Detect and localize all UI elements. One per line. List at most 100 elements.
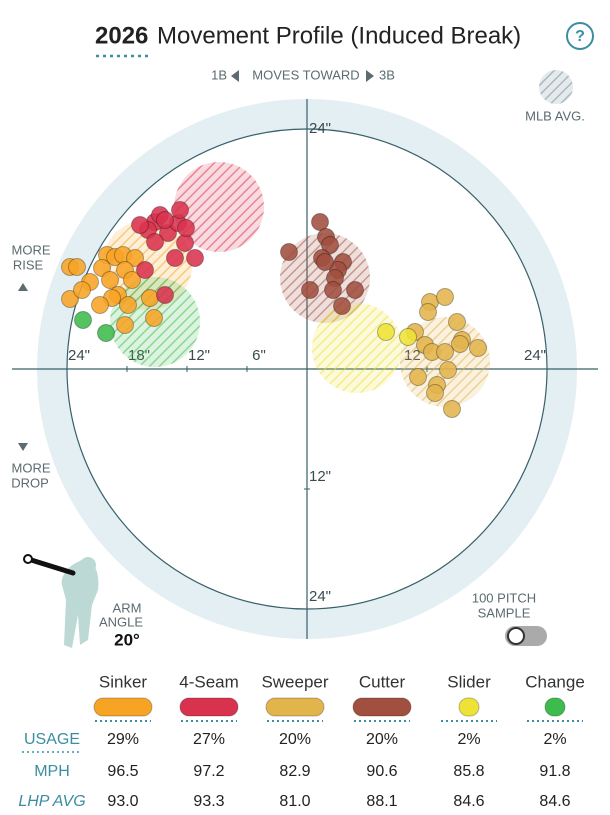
arrow-right	[366, 70, 374, 82]
y-tick-label: 24"	[309, 120, 331, 137]
help-icon[interactable]: ?	[575, 28, 585, 45]
cell: 27%	[193, 731, 225, 748]
mlb-average	[312, 303, 402, 393]
pitch-point	[311, 213, 329, 231]
pitch-name: Slider	[447, 672, 491, 691]
pitch-point	[166, 249, 184, 267]
pitch-point	[145, 309, 163, 327]
legend-swatch	[539, 70, 573, 104]
direction-right: 3B	[379, 67, 395, 82]
pitch-point	[186, 249, 204, 267]
sample-label: SAMPLE	[478, 605, 531, 620]
x-tick-label: 12"	[188, 347, 210, 364]
cell: 82.9	[279, 763, 310, 780]
pitch-point	[321, 236, 339, 254]
pitch-swatch	[93, 697, 153, 717]
cell: 91.8	[539, 763, 570, 780]
y-tick-label: 24"	[309, 588, 331, 605]
cell: 88.1	[366, 793, 397, 810]
cell: 96.5	[107, 763, 138, 780]
sample-toggle[interactable]	[505, 626, 547, 646]
arm-label: ARM	[113, 600, 142, 615]
cell: 84.6	[453, 793, 484, 810]
cell: 90.6	[366, 763, 397, 780]
pitch-name: 4-Seam	[179, 672, 239, 691]
arm-angle-value: 20°	[114, 630, 140, 649]
pitch-point	[141, 289, 159, 307]
pitch-point	[436, 288, 454, 306]
pitch-point	[451, 335, 469, 353]
pitch-name: Change	[525, 672, 585, 691]
pitch-point	[131, 216, 149, 234]
pitch-point	[333, 297, 351, 315]
cell: 93.0	[107, 793, 138, 810]
x-tick-label: 24"	[524, 347, 546, 364]
pitch-point	[301, 281, 319, 299]
pitch-point	[346, 281, 364, 299]
pitch-point	[136, 261, 154, 279]
pitch-name: Sinker	[99, 672, 148, 691]
pitch-swatch	[544, 697, 566, 717]
pitch-point	[177, 219, 195, 237]
pitch-point	[443, 400, 461, 418]
pitch-name: Cutter	[359, 672, 406, 691]
cell: 2%	[457, 731, 480, 748]
pitch-swatch	[352, 697, 412, 717]
pitch-point	[171, 201, 189, 219]
pitch-point	[436, 343, 454, 361]
pitch-point	[97, 324, 115, 342]
pitch-swatch	[458, 697, 480, 717]
x-tick-label: 24"	[68, 347, 90, 364]
pitch-point	[469, 339, 487, 357]
cell: 85.8	[453, 763, 484, 780]
arrow-left	[231, 70, 239, 82]
pitch-point	[146, 233, 164, 251]
table: Sinker 4-Seam Sweeper Cutter Slider Change USA…	[18, 672, 584, 810]
pitch-point	[68, 258, 86, 276]
pitch-point	[74, 311, 92, 329]
drop-label: MORE	[12, 460, 51, 475]
cell: 97.2	[193, 763, 224, 780]
title: Movement Profile (Induced Break)	[157, 22, 521, 49]
row-label: MPH	[34, 763, 70, 780]
pitcher-figure	[23, 554, 99, 648]
cell: 93.3	[193, 793, 224, 810]
direction-left: 1B	[211, 67, 227, 82]
help-circle[interactable]	[566, 22, 594, 50]
pitch-swatch	[265, 697, 325, 717]
pitch-point	[116, 316, 134, 334]
pitch-point	[61, 290, 79, 308]
pitch-point	[426, 384, 444, 402]
pitch-point	[448, 313, 466, 331]
pitch-point	[101, 271, 119, 289]
direction-center: MOVES TOWARD	[252, 67, 359, 82]
toggle-knob[interactable]	[507, 627, 525, 645]
mlb-average	[174, 162, 264, 252]
rise-arrow	[18, 283, 28, 291]
pitch-point	[324, 281, 342, 299]
sample-label: 100 PITCH	[472, 590, 536, 605]
year: 2026	[95, 22, 148, 49]
pitch-point	[73, 281, 91, 299]
drop-label: DROP	[11, 475, 49, 490]
cell: 20%	[279, 731, 311, 748]
pitch-point	[176, 234, 194, 252]
cell: 84.6	[539, 793, 570, 810]
pitch-point	[399, 328, 417, 346]
rise-label: MORE	[12, 242, 51, 257]
pitch-name: Sweeper	[261, 672, 328, 691]
x-tick-label: 6"	[252, 347, 266, 364]
cell: 20%	[366, 731, 398, 748]
pitch-point	[419, 303, 437, 321]
pitch-point	[439, 361, 457, 379]
pitch-point	[93, 259, 111, 277]
pitch-swatch	[179, 697, 239, 717]
cell: 2%	[543, 731, 566, 748]
legend-label: MLB AVG.	[525, 108, 585, 123]
help-button[interactable]: ?	[566, 22, 594, 50]
pitch-point	[156, 286, 174, 304]
row-label: LHP AVG	[18, 793, 85, 810]
cell: 81.0	[279, 793, 310, 810]
pitch-point	[123, 271, 141, 289]
